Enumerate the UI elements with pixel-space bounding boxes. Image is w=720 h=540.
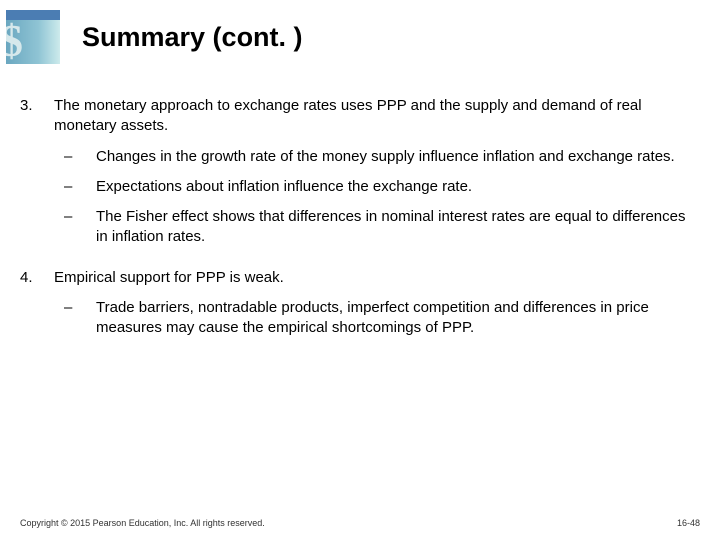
list-marker: 4. [20,268,54,349]
list-text: Empirical support for PPP is weak. [54,268,692,288]
list-marker: 3. [20,96,54,258]
dollar-icon: $ [6,20,23,64]
slide-title: Summary (cont. ) [82,22,303,53]
sub-list: – Changes in the growth rate of the mone… [54,147,692,248]
brand-logo-body: $ [6,20,60,64]
footer: Copyright © 2015 Pearson Education, Inc.… [20,518,700,528]
dash-icon: – [54,207,96,248]
page-number: 16-48 [677,518,700,528]
sub-item: – Changes in the growth rate of the mone… [54,147,692,167]
brand-logo-bar [6,10,60,20]
list-body: Empirical support for PPP is weak. – Tra… [54,268,692,349]
sub-list: – Trade barriers, nontradable products, … [54,298,692,339]
sub-item: – The Fisher effect shows that differenc… [54,207,692,248]
sub-item: – Expectations about inflation influence… [54,177,692,197]
sub-text: The Fisher effect shows that differences… [96,207,692,248]
dash-icon: – [54,147,96,167]
copyright-text: Copyright © 2015 Pearson Education, Inc.… [20,518,265,528]
list-text: The monetary approach to exchange rates … [54,96,692,137]
slide-content: 3. The monetary approach to exchange rat… [20,96,692,358]
list-item: 4. Empirical support for PPP is weak. – … [20,268,692,349]
sub-text: Changes in the growth rate of the money … [96,147,692,167]
brand-logo: $ [6,10,60,64]
dash-icon: – [54,177,96,197]
sub-text: Trade barriers, nontradable products, im… [96,298,692,339]
list-body: The monetary approach to exchange rates … [54,96,692,258]
dash-icon: – [54,298,96,339]
sub-text: Expectations about inflation influence t… [96,177,692,197]
list-item: 3. The monetary approach to exchange rat… [20,96,692,258]
sub-item: – Trade barriers, nontradable products, … [54,298,692,339]
